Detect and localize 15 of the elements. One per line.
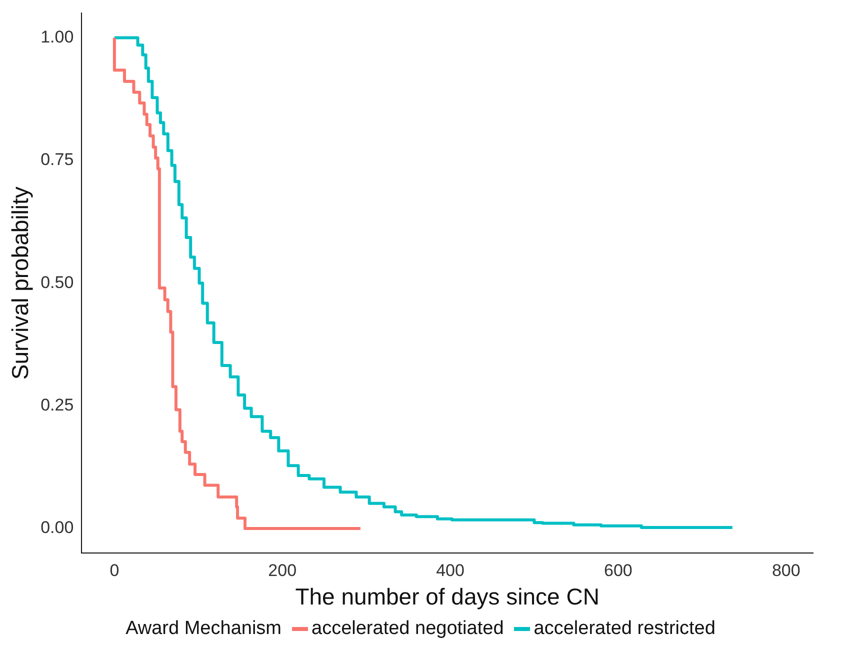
y-tick-label: 0.00 — [40, 518, 74, 538]
y-tick-label: 0.25 — [40, 395, 74, 414]
x-tick-label: 0 — [110, 560, 120, 580]
y-tick-label: 1.00 — [40, 27, 74, 46]
x-tick-label: 800 — [772, 560, 800, 580]
y-tick-label: 0.75 — [40, 150, 74, 170]
x-tick-label: 200 — [268, 560, 297, 580]
x-axis-title: The number of days since CN — [295, 584, 600, 610]
legend-title: Award Mechanism — [126, 618, 282, 640]
y-tick-label: 0.50 — [40, 272, 74, 292]
legend-label: accelerated negotiated — [312, 618, 504, 640]
x-tick-label: 600 — [604, 560, 632, 580]
legend-label: accelerated restricted — [534, 618, 716, 640]
x-tick-label: 400 — [436, 560, 464, 580]
y-axis-title: Survival probability — [7, 186, 34, 380]
